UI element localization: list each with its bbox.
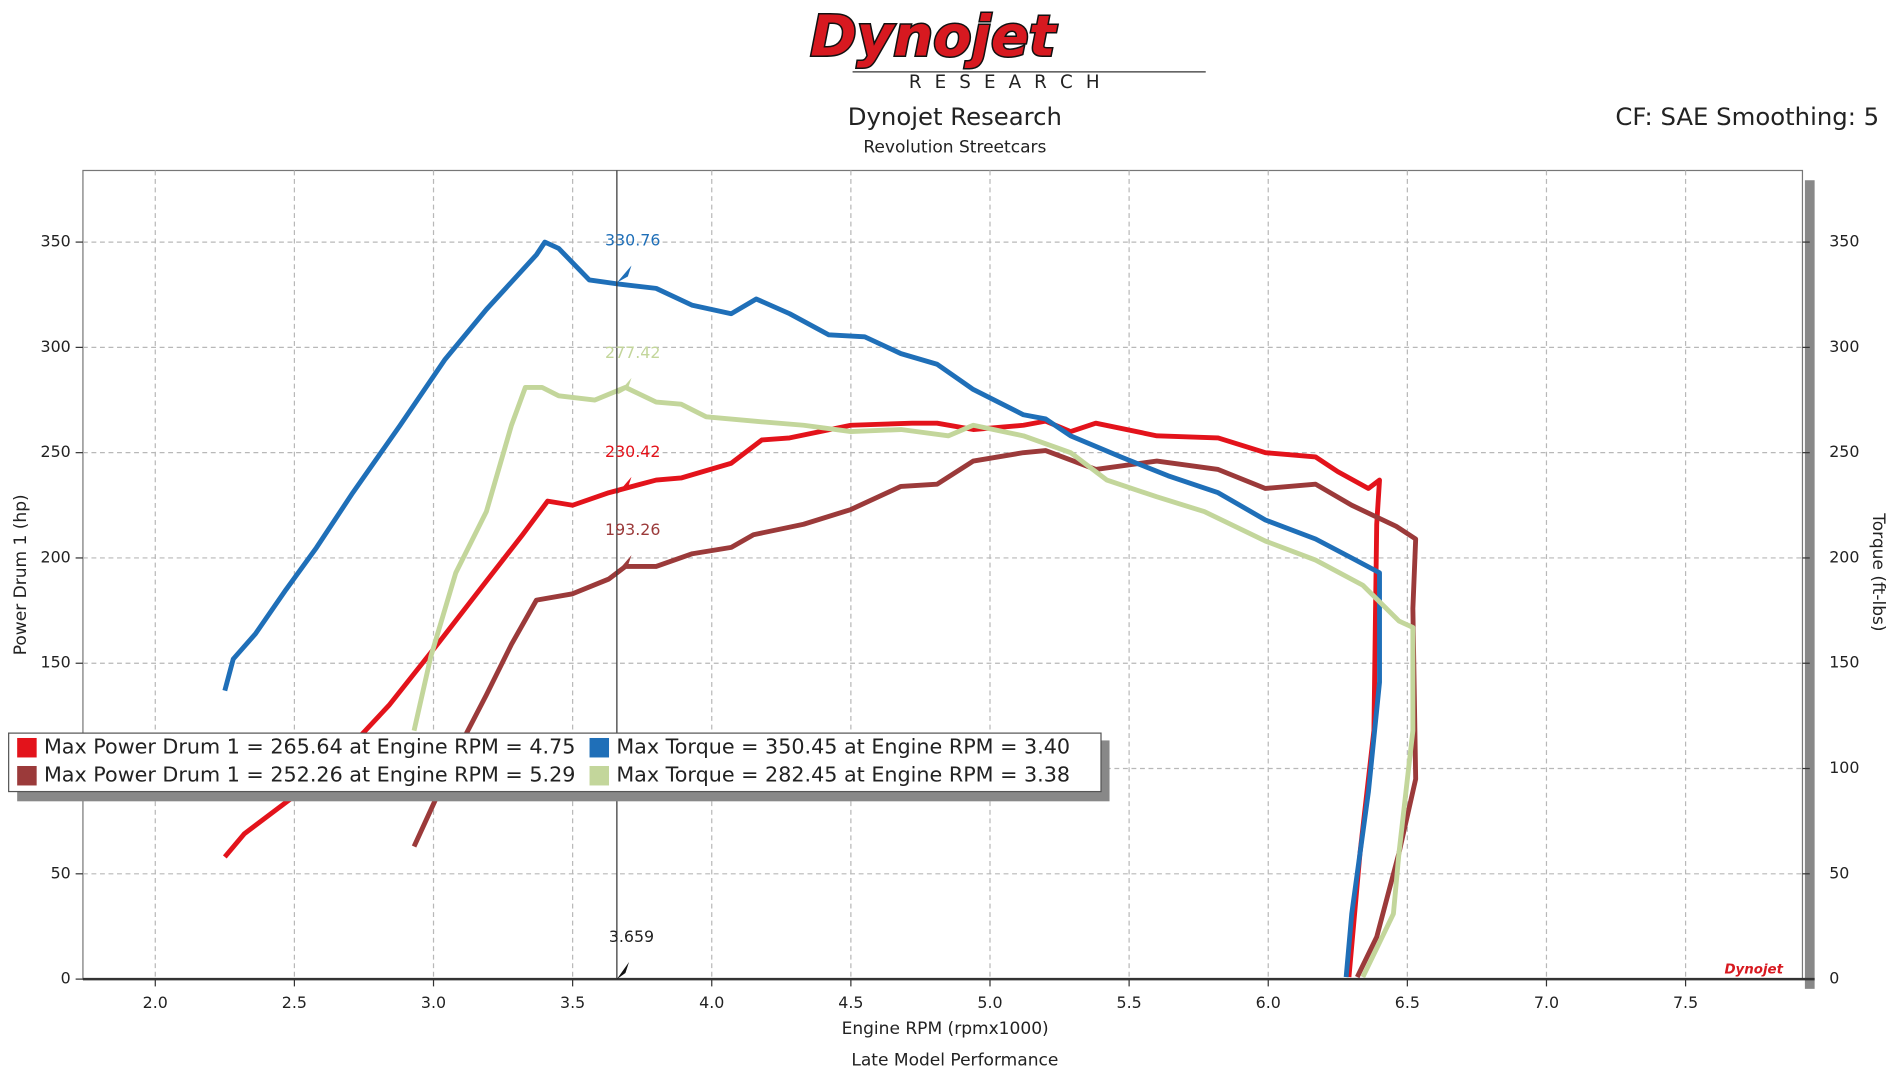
legend-label: Max Power Drum 1 = 252.26 at Engine RPM … xyxy=(44,763,575,787)
cursor-value-marker xyxy=(616,555,632,573)
x-axis-label: Engine RPM (rpmx1000) xyxy=(842,1019,1049,1039)
grid: 2.0 2.5 3.0 3.5 4.0 4.5 5.0 5.5 6.0 6.5 7.0 7.5 0 50 1… xyxy=(41,170,1859,1012)
watermark-logo: Dynojet xyxy=(1724,962,1783,977)
y2-axis-label: Torque (ft-lbs) xyxy=(1868,512,1888,631)
y2-tick-label: 300 xyxy=(1829,337,1859,356)
y-tick-label: 0 xyxy=(61,969,71,988)
y2-tick-label: 250 xyxy=(1829,442,1859,461)
y-tick-label: 300 xyxy=(41,337,71,356)
cursor-value-marker xyxy=(616,265,632,283)
series-line xyxy=(411,448,1419,979)
y2-tick-label: 50 xyxy=(1829,863,1849,882)
legend: Max Power Drum 1 = 265.64 at Engine RPM … xyxy=(8,732,1110,802)
cursor-x-label: 3.659 xyxy=(609,927,654,946)
x-tick-label: 3.5 xyxy=(560,993,585,1012)
cursor-value-label: 193.26 xyxy=(605,520,660,539)
logo-subtitle: R E S E A R C H xyxy=(909,72,1103,93)
cursor-value-marker xyxy=(616,377,632,395)
x-tick-label: 4.5 xyxy=(838,993,863,1012)
x-tick-label: 2.0 xyxy=(143,993,168,1012)
x-tick-label: 4.0 xyxy=(699,993,724,1012)
y-tick-label: 350 xyxy=(41,232,71,251)
legend-swatch xyxy=(587,735,612,760)
y2-tick-label: 200 xyxy=(1829,547,1859,566)
legend-box xyxy=(8,732,1102,793)
series-line xyxy=(222,239,1382,978)
plot-area xyxy=(82,169,1804,980)
series-lines xyxy=(222,239,1419,979)
series-line xyxy=(222,418,1382,978)
legend-label: Max Torque = 282.45 at Engine RPM = 3.38 xyxy=(616,763,1070,787)
y-tick-label: 150 xyxy=(41,653,71,672)
x-tick-label: 5.5 xyxy=(1117,993,1142,1012)
y-tick-label: 250 xyxy=(41,442,71,461)
legend-swatch xyxy=(14,763,40,788)
x-tick-label: 2.5 xyxy=(282,993,307,1012)
footer: Late Model Performance xyxy=(851,1051,1058,1068)
x-tick-label: 3.0 xyxy=(421,993,446,1012)
cursor-value-label: 277.42 xyxy=(605,343,660,362)
chart-title: Dynojet Research xyxy=(848,102,1062,131)
x-tick-label: 7.0 xyxy=(1534,993,1559,1012)
x-tick-label: 7.5 xyxy=(1673,993,1698,1012)
x-tick-label: 5.0 xyxy=(977,993,1002,1012)
cursor-value-label: 330.76 xyxy=(605,231,660,250)
legend-swatch xyxy=(587,763,612,788)
y2-tick-label: 150 xyxy=(1829,653,1859,672)
y2-tick-label: 100 xyxy=(1829,758,1859,777)
logo: Dynojet xyxy=(810,4,1058,69)
cursor-value-marker xyxy=(616,476,632,494)
correction-info: CF: SAE Smoothing: 5 xyxy=(1615,102,1879,131)
cursor: 3.659 330.76 277.42 230.42 193.26 xyxy=(605,170,660,980)
legend-label: Max Torque = 350.45 at Engine RPM = 3.40 xyxy=(616,735,1070,759)
y2-tick-label: 0 xyxy=(1829,969,1839,988)
y-axis-label: Power Drum 1 (hp) xyxy=(11,494,31,655)
y-tick-label: 200 xyxy=(41,547,71,566)
legend-swatch xyxy=(14,735,40,760)
series-line xyxy=(411,384,1416,979)
chart-subtitle: Revolution Streetcars xyxy=(863,137,1046,157)
x-tick-label: 6.5 xyxy=(1395,993,1420,1012)
y-tick-label: 50 xyxy=(51,863,71,882)
legend-label: Max Power Drum 1 = 265.64 at Engine RPM … xyxy=(44,735,575,759)
y2-tick-label: 350 xyxy=(1829,232,1859,251)
cursor-value-label: 230.42 xyxy=(605,442,660,461)
plot-shadow xyxy=(1804,180,1815,989)
x-tick-label: 6.0 xyxy=(1256,993,1281,1012)
